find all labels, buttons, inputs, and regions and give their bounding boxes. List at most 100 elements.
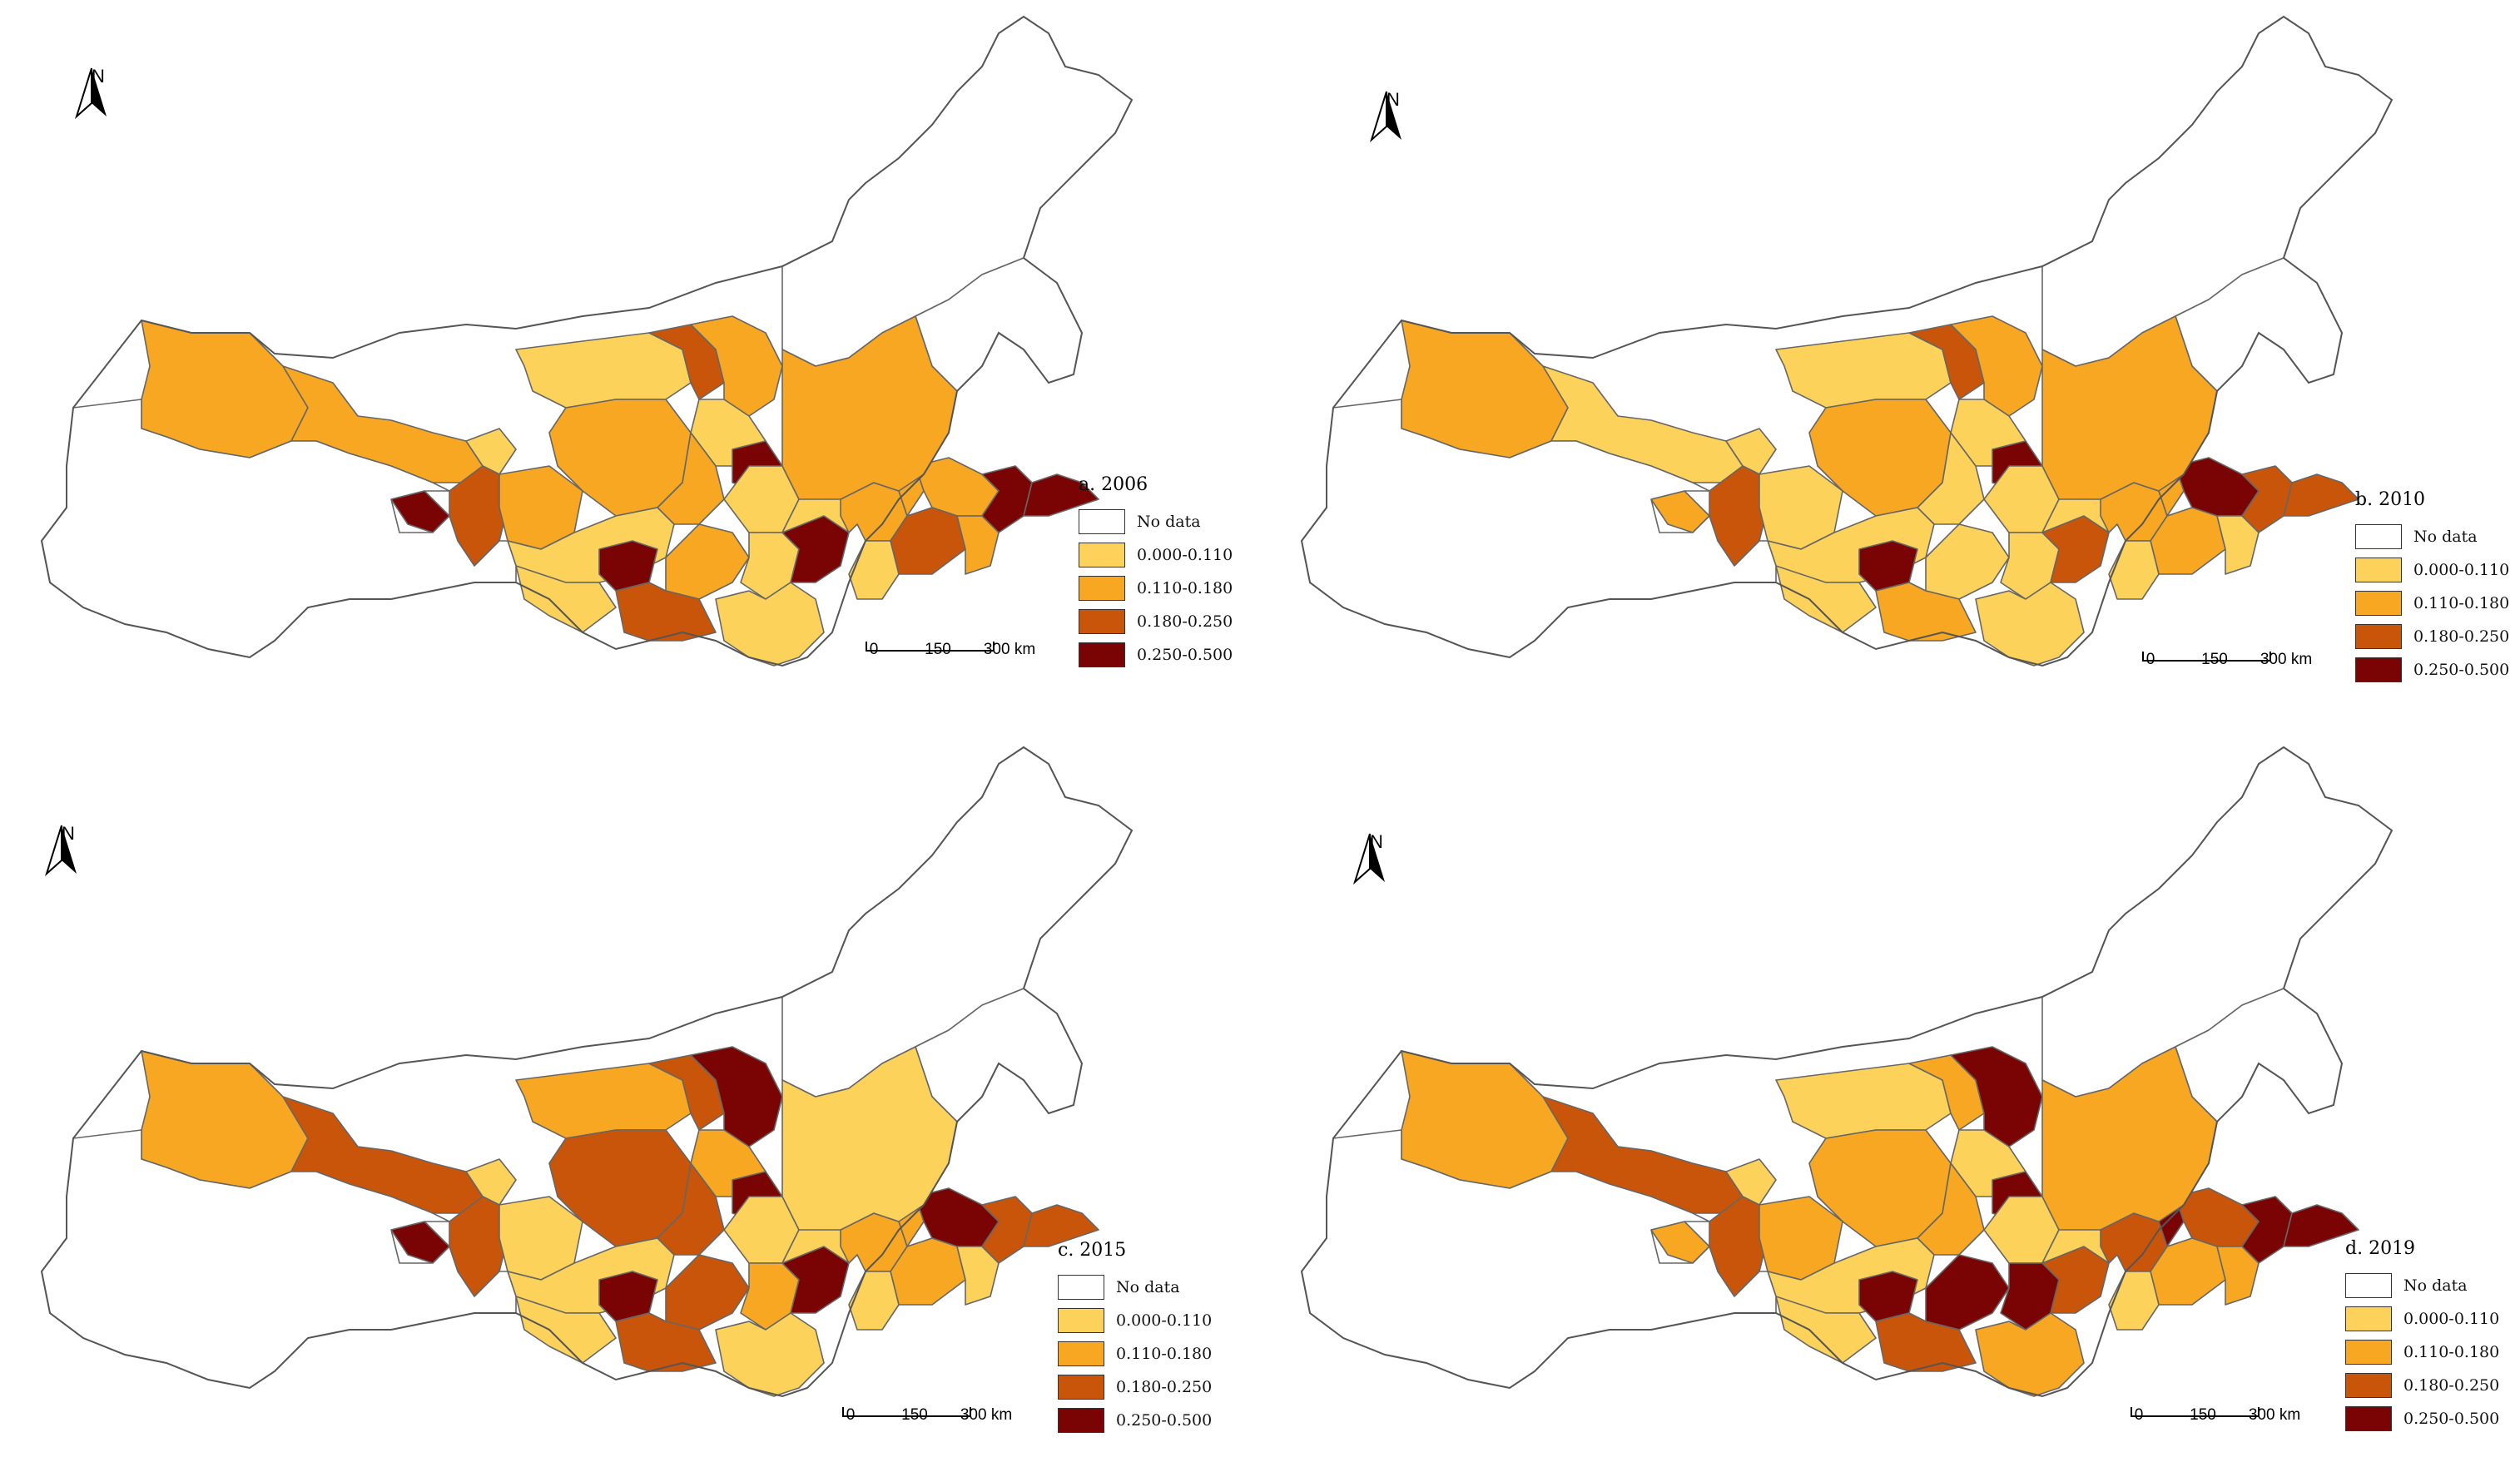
region-m8 bbox=[657, 432, 725, 525]
legend-item: 0.250-0.500 bbox=[2345, 1402, 2499, 1435]
region-e4 bbox=[2241, 1196, 2293, 1264]
region-m2 bbox=[515, 332, 692, 409]
region-e7 bbox=[2108, 1271, 2160, 1331]
legend-swatch bbox=[1058, 1375, 1104, 1400]
region-m2 bbox=[515, 1063, 692, 1139]
legend-swatch bbox=[2345, 1306, 2392, 1331]
legend-item: 0.180-0.250 bbox=[2355, 620, 2509, 653]
legend-label: 0.180-0.250 bbox=[2403, 1376, 2500, 1395]
legend-swatch bbox=[1058, 1308, 1104, 1333]
region-c7 bbox=[515, 1296, 617, 1364]
legend-swatch bbox=[2345, 1373, 2392, 1398]
legend-swatch bbox=[2355, 524, 2402, 549]
legend-swatch bbox=[1079, 576, 1125, 601]
legend-label: No data bbox=[1116, 1278, 1180, 1296]
legend-label: 0.110-0.180 bbox=[1116, 1345, 1213, 1363]
north-arrow: N bbox=[1368, 90, 1418, 143]
legend-swatch bbox=[2355, 558, 2402, 582]
region-m8 bbox=[1917, 432, 1985, 525]
region-c7 bbox=[515, 565, 617, 633]
region-e8 bbox=[1023, 473, 1099, 517]
scale-tick-label: 150 bbox=[2190, 1406, 2216, 1424]
region-m2 bbox=[1775, 1063, 1952, 1139]
region-c9 bbox=[1975, 582, 2085, 667]
legend-item: 0.110-0.180 bbox=[1058, 1337, 1212, 1370]
choropleth-map bbox=[40, 746, 1134, 1398]
choropleth-map bbox=[1300, 15, 2394, 667]
region-m5 bbox=[1950, 1046, 2043, 1147]
region-c3 bbox=[1925, 1254, 2010, 1331]
region-c8 bbox=[615, 1312, 717, 1372]
legend-label: 0.110-0.180 bbox=[2413, 594, 2510, 612]
legend-label: 0.000-0.110 bbox=[2403, 1310, 2500, 1328]
legend-item: 0.250-0.500 bbox=[1079, 638, 1233, 672]
scale-tick-label: 300 km bbox=[2248, 1406, 2301, 1424]
scale-tick-label: 150 bbox=[925, 641, 951, 658]
region-e6 bbox=[2216, 1246, 2260, 1306]
legend-item: 0.000-0.110 bbox=[1058, 1304, 1212, 1337]
legend-swatch bbox=[2345, 1273, 2392, 1298]
scale-bar-line bbox=[2131, 1407, 2260, 1417]
region-e6 bbox=[956, 1246, 1000, 1306]
legend-label: 0.000-0.110 bbox=[2413, 561, 2510, 579]
north-arrow-icon bbox=[1369, 91, 1401, 143]
legend-item: 0.110-0.180 bbox=[2345, 1336, 2499, 1369]
legend-swatch bbox=[2355, 657, 2402, 682]
region-c3 bbox=[665, 523, 750, 600]
region-e6 bbox=[956, 515, 1000, 575]
panel-title: d. 2019 bbox=[2345, 1238, 2416, 1259]
legend: c. 2015 No data 0.000-0.110 0.110-0.180 0.18… bbox=[1058, 1240, 1212, 1437]
legend-label: 0.110-0.180 bbox=[2403, 1343, 2500, 1361]
legend-swatch bbox=[1079, 642, 1125, 667]
legend-label: 0.180-0.250 bbox=[1137, 612, 1233, 631]
region-m5 bbox=[690, 1046, 783, 1147]
legend-item: 0.110-0.180 bbox=[2355, 587, 2509, 620]
region-w3 bbox=[465, 428, 517, 475]
region-m5 bbox=[690, 315, 783, 417]
scale-tick-label: 0 bbox=[869, 641, 879, 658]
scale-tick-label: 300 km bbox=[2260, 651, 2313, 668]
region-w3 bbox=[1725, 1158, 1777, 1206]
region-e8 bbox=[2283, 1204, 2359, 1247]
region-m8 bbox=[1917, 1162, 1985, 1256]
region-e6 bbox=[2216, 515, 2260, 575]
scale-tick-label: 0 bbox=[2134, 1406, 2144, 1424]
panel-title: b. 2010 bbox=[2355, 489, 2426, 510]
scale-tick-label: 150 bbox=[2201, 651, 2228, 668]
legend-item: No data bbox=[1079, 505, 1233, 538]
scale-tick-label: 0 bbox=[2145, 651, 2155, 668]
scale-tick-label: 300 km bbox=[960, 1406, 1013, 1424]
legend-swatch bbox=[2355, 591, 2402, 616]
scale-bar: 0 150 300 km bbox=[2142, 651, 2334, 701]
legend-item: No data bbox=[2345, 1269, 2499, 1302]
region-e7 bbox=[848, 540, 900, 600]
legend-item: 0.000-0.110 bbox=[2355, 553, 2509, 587]
legend: d. 2019 No data 0.000-0.110 0.110-0.180 0.18… bbox=[2345, 1238, 2499, 1435]
region-e8 bbox=[1023, 1204, 1099, 1247]
legend-label: No data bbox=[1137, 513, 1201, 531]
legend-item: 0.000-0.110 bbox=[2345, 1302, 2499, 1336]
legend-swatch bbox=[2345, 1340, 2392, 1365]
scale-tick-label: 0 bbox=[846, 1406, 856, 1424]
legend-label: 0.250-0.500 bbox=[2403, 1410, 2500, 1428]
region-e7 bbox=[2108, 540, 2160, 600]
region-c3 bbox=[665, 1254, 750, 1331]
legend-swatch bbox=[1058, 1275, 1104, 1300]
scale-bar-line bbox=[866, 642, 995, 652]
legend-label: No data bbox=[2403, 1276, 2468, 1295]
region-m2 bbox=[1775, 332, 1952, 409]
region-c9 bbox=[715, 582, 825, 667]
region-c7 bbox=[1775, 1296, 1877, 1364]
legend-label: 0.180-0.250 bbox=[1116, 1378, 1213, 1396]
region-w3 bbox=[465, 1158, 517, 1206]
legend-item: 0.110-0.180 bbox=[1079, 572, 1233, 605]
north-arrow: N bbox=[1352, 832, 1401, 885]
legend-label: 0.250-0.500 bbox=[1116, 1411, 1213, 1430]
region-e4 bbox=[2241, 465, 2293, 533]
region-c8 bbox=[1875, 1312, 1977, 1372]
region-c8 bbox=[1875, 582, 1977, 642]
legend-label: 0.000-0.110 bbox=[1116, 1311, 1213, 1330]
study-area-outline bbox=[1300, 15, 2394, 667]
legend-swatch bbox=[1079, 543, 1125, 567]
